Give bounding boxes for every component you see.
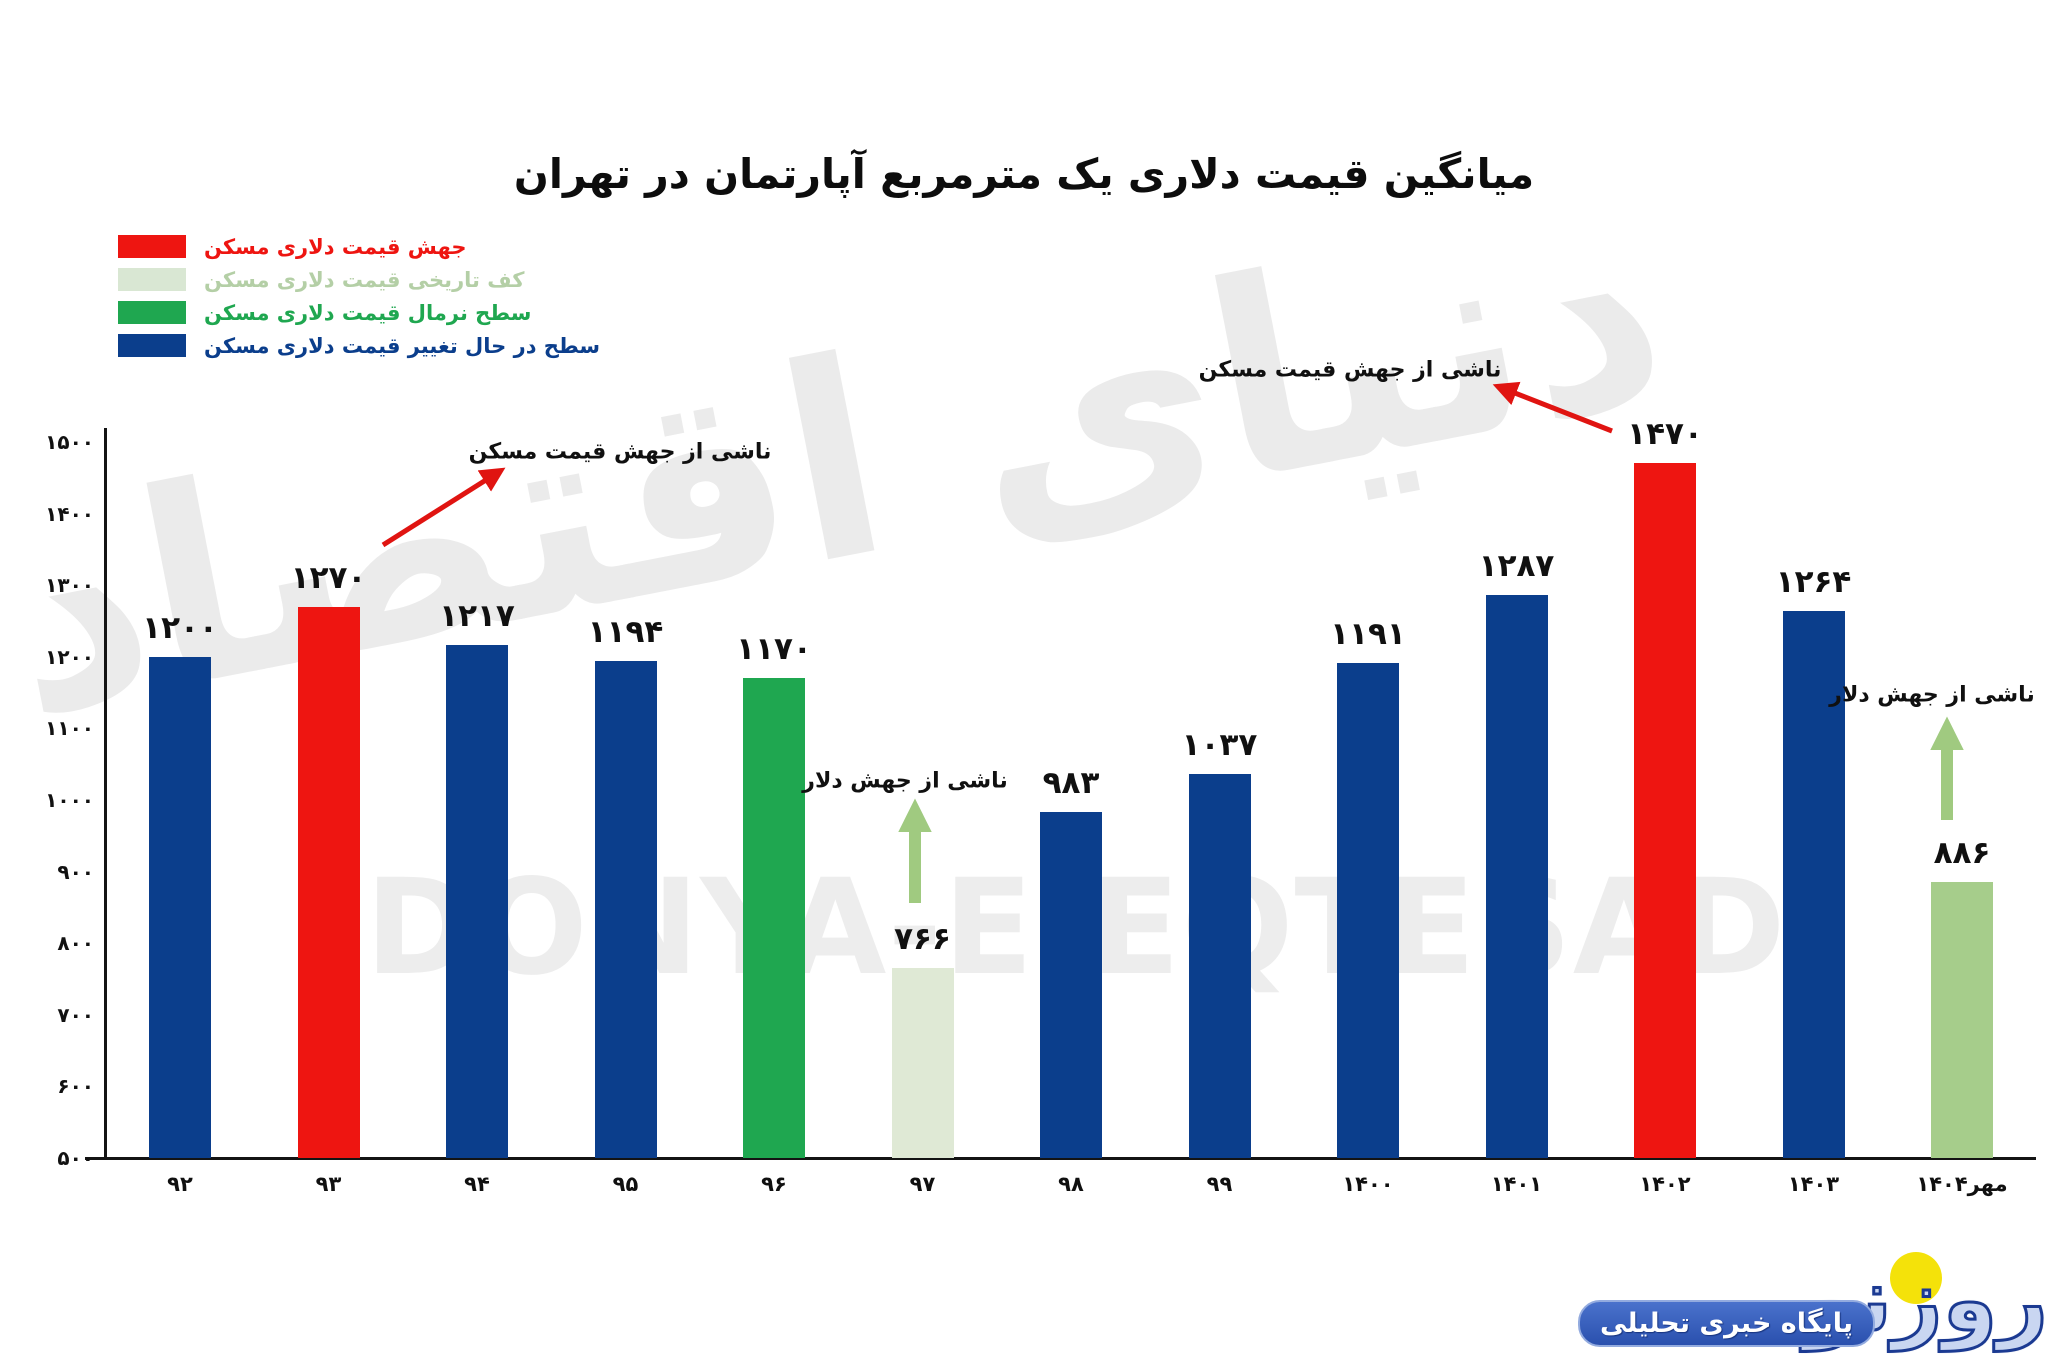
y-tick-label: ۱۱۰۰	[45, 716, 94, 741]
legend-label: کف تاریخی قیمت دلاری مسکن	[204, 267, 525, 292]
bar-value-label: ۱۱۹۴	[587, 614, 664, 651]
bar-value-label: ۷۶۶	[894, 920, 951, 957]
x-axis-label: ۹۶	[761, 1172, 787, 1196]
legend-label: سطح در حال تغییر قیمت دلاری مسکن	[204, 333, 601, 358]
annotation-text: ناشی از جهش دلار	[1829, 682, 2035, 708]
x-axis-label: ۱۴۰۲	[1639, 1172, 1691, 1196]
x-axis-line	[85, 1157, 2036, 1160]
x-axis-label: ۹۲	[167, 1172, 193, 1196]
bar	[1188, 773, 1251, 1158]
y-tick-label: ۸۰۰	[57, 931, 94, 956]
legend-swatch-icon	[118, 301, 186, 324]
bar-value-label: ۱۲۱۷	[439, 597, 515, 634]
logo-yellow-circle-icon	[1890, 1252, 1942, 1304]
bar	[1337, 663, 1399, 1158]
legend: جهش قیمت دلاری مسکن کف تاریخی قیمت دلاری …	[118, 230, 600, 362]
y-tick-label: ۶۰۰	[57, 1074, 94, 1099]
bar	[1634, 463, 1696, 1158]
bar	[594, 661, 657, 1158]
y-tick-label: ۹۰۰	[57, 859, 94, 884]
bar-value-label: ۸۸۶	[1933, 834, 1991, 871]
legend-item: سطح در حال تغییر قیمت دلاری مسکن	[118, 329, 600, 362]
x-axis-label: ۹۴	[464, 1172, 490, 1196]
y-tick-label: ۵۰۰	[57, 1146, 94, 1170]
bar	[1931, 881, 1993, 1158]
legend-swatch-icon	[118, 334, 186, 357]
bar-value-label: ۱۴۷۰	[1627, 416, 1703, 453]
legend-label: جهش قیمت دلاری مسکن	[204, 234, 467, 259]
x-axis-label: ۹۸	[1058, 1172, 1084, 1196]
bar	[891, 967, 954, 1158]
bar-value-label: ۹۸۳	[1042, 765, 1100, 802]
x-axis-label: مهر۱۴۰۴	[1916, 1172, 2008, 1196]
legend-label: سطح نرمال قیمت دلاری مسکن	[204, 300, 532, 325]
y-tick-label: ۱۲۰۰	[45, 644, 94, 669]
x-axis-label: ۱۴۰۱	[1490, 1172, 1543, 1196]
bar	[297, 606, 360, 1158]
legend-swatch-icon	[118, 268, 186, 291]
annotation-text: ناشی از جهش قیمت مسکن	[1198, 357, 1502, 383]
logo-tagline: پایگاه خبری تحلیلی	[1578, 1300, 1875, 1347]
annotation-text: ناشی از جهش قیمت مسکن	[468, 439, 772, 465]
chart-title: میانگین قیمت دلاری یک مترمربع آپارتمان د…	[513, 150, 1535, 198]
legend-item: کف تاریخی قیمت دلاری مسکن	[118, 263, 600, 296]
y-tick-label: ۱۰۰۰	[45, 788, 94, 812]
bar-value-label: ۱۲۶۴	[1775, 563, 1852, 600]
y-tick-label: ۱۳۰۰	[45, 573, 94, 598]
bar-value-label: ۱۰۳۷	[1181, 726, 1258, 763]
bar-value-label: ۱۱۷۰	[736, 631, 812, 668]
annotation-text: ناشی از جهش دلار	[802, 768, 1008, 794]
y-tick-label: ۱۴۰۰	[45, 501, 94, 526]
legend-item: جهش قیمت دلاری مسکن	[118, 230, 600, 263]
bar-value-label: ۱۱۹۱	[1330, 616, 1406, 653]
x-axis-label: ۹۵	[612, 1172, 639, 1196]
x-axis-label: ۹۹	[1206, 1172, 1233, 1196]
legend-item: سطح نرمال قیمت دلاری مسکن	[118, 296, 600, 329]
logo-wordmark: روزنو	[1802, 1247, 2048, 1353]
bar	[1782, 610, 1845, 1158]
bar	[1040, 812, 1102, 1158]
roozno-logo: روزنو پایگاه خبری تحلیلی	[1560, 1238, 2048, 1365]
bar	[1485, 594, 1548, 1158]
y-tick-label: ۷۰۰	[57, 1002, 94, 1027]
bar-value-label: ۱۲۸۷	[1478, 547, 1555, 584]
bar	[149, 656, 211, 1158]
y-axis-line	[104, 428, 107, 1158]
y-axis-ticks: ۱۵۰۰ ۱۴۰۰ ۱۳۰۰ ۱۲۰۰ ۱۱۰۰ ۱۰۰۰ ۹۰۰ ۸۰۰ ۷۰۰ ۶۰۰ ۵۰۰	[28, 0, 94, 1365]
x-axis-label: ۱۴۰۳	[1787, 1172, 1840, 1196]
bar-value-label: ۱۲۷۰	[290, 559, 367, 596]
x-axis-label: ۹۳	[315, 1172, 342, 1196]
legend-swatch-icon	[118, 235, 186, 258]
x-axis-label: ۱۴۰۰	[1342, 1172, 1394, 1196]
bar	[446, 644, 508, 1158]
bar-value-label: ۱۲۰۰	[142, 609, 218, 646]
x-axis-label: ۹۷	[909, 1172, 936, 1196]
y-tick-label: ۱۵۰۰	[45, 430, 94, 454]
bar	[743, 678, 805, 1158]
